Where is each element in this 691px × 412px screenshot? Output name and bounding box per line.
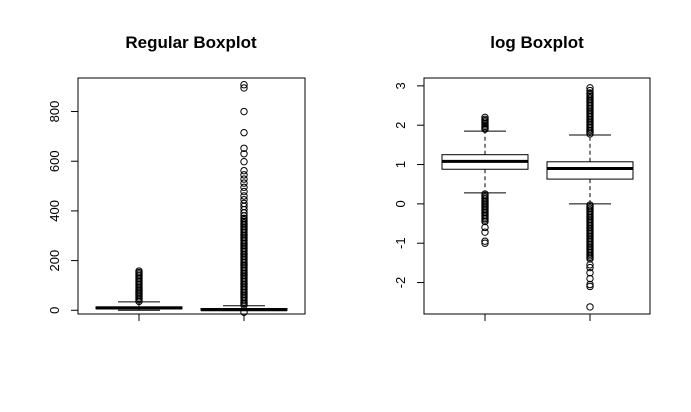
outlier-point — [135, 267, 143, 275]
outlier-point — [586, 282, 594, 291]
box-iqr — [546, 161, 634, 180]
outlier-point — [586, 303, 594, 311]
chart-title-regular: Regular Boxplot — [125, 33, 257, 52]
outlier-point — [481, 223, 489, 232]
outlier-point — [240, 144, 248, 153]
y-tick-label: -2 — [393, 277, 408, 289]
outlier-point — [586, 261, 594, 269]
regular-boxplot-panel: Regular Boxplot 0 200 400 600 800 — [47, 33, 306, 321]
outlier-point — [240, 166, 248, 175]
outlier-point — [586, 280, 594, 289]
y-tick-label: 0 — [47, 307, 62, 314]
outlier-point — [240, 214, 248, 223]
outlier-point — [481, 228, 489, 236]
boxes-log — [441, 84, 634, 311]
y-tick-label: 3 — [393, 82, 408, 89]
plot-frame-log — [423, 77, 651, 315]
y-tick-label: 0 — [393, 200, 408, 207]
outlier-point — [240, 128, 248, 137]
y-axis-log: -2 -1 0 1 2 3 — [393, 82, 591, 321]
outlier-point — [240, 158, 248, 166]
log-boxplot-panel: log Boxplot -2 -1 0 1 2 3 — [393, 33, 651, 321]
y-tick-label: 400 — [47, 200, 62, 222]
y-axis-regular: 0 200 400 600 800 — [47, 101, 245, 321]
outlier-point — [240, 171, 248, 179]
y-tick-label: 200 — [47, 250, 62, 272]
outlier-point — [240, 175, 248, 183]
plot-frame-regular — [77, 77, 306, 315]
outlier-point — [240, 183, 248, 192]
y-tick-label: 1 — [393, 161, 408, 168]
outlier-point — [240, 150, 248, 158]
outlier-point — [240, 107, 248, 116]
boxes-regular — [95, 81, 288, 316]
outlier-point — [586, 86, 594, 95]
y-tick-label: -1 — [393, 237, 408, 249]
outlier-point — [481, 237, 489, 245]
outlier-point — [240, 196, 248, 204]
y-tick-label: 600 — [47, 150, 62, 172]
outlier-point — [481, 113, 489, 122]
outlier-point — [586, 84, 594, 92]
outlier-point — [586, 89, 594, 97]
y-tick-label: 2 — [393, 122, 408, 129]
outlier-point — [481, 190, 489, 198]
y-tick-label: 800 — [47, 101, 62, 123]
outlier-point — [586, 263, 594, 272]
outlier-point — [240, 192, 248, 200]
outlier-point — [240, 179, 248, 187]
outlier-point — [240, 84, 248, 92]
outlier-point — [240, 81, 248, 89]
outlier-point — [240, 187, 248, 196]
outlier-point — [586, 201, 594, 209]
outlier-point — [481, 115, 489, 124]
outlier-point — [481, 239, 489, 247]
chart-title-log: log Boxplot — [490, 33, 584, 52]
outlier-point — [240, 199, 248, 208]
